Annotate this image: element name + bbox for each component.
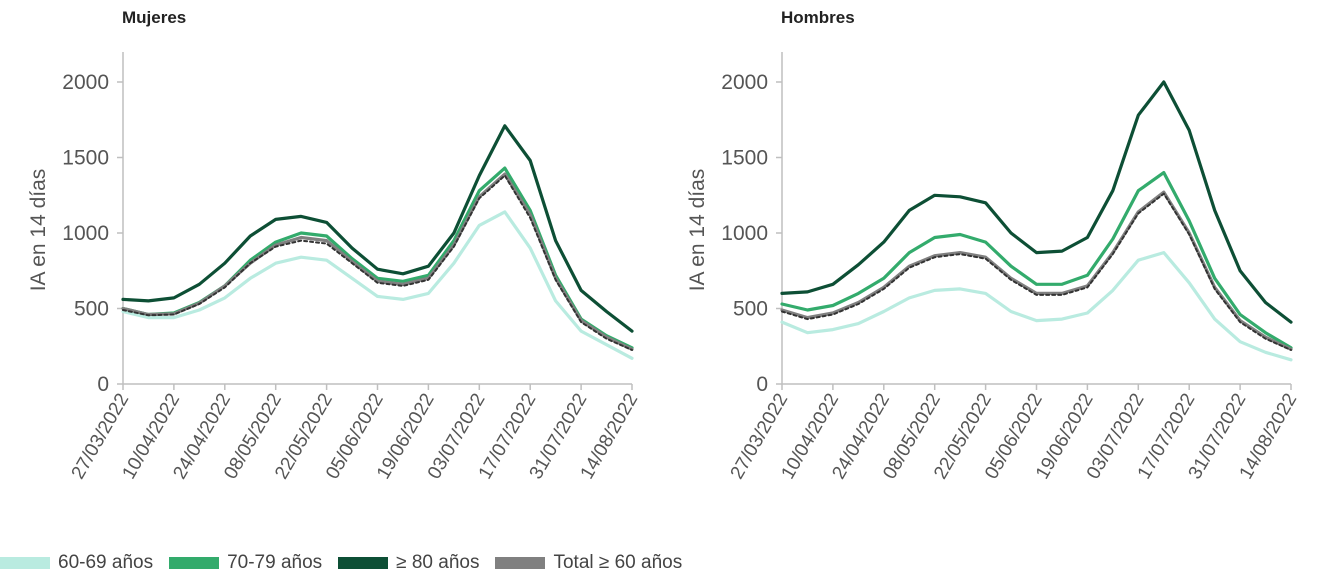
legend-swatch-total (495, 557, 546, 569)
series-line-mujeres-60-69-a-os (121, 210, 634, 360)
legend-label-total: Total ≥ 60 años (553, 552, 683, 573)
series-line-hombres-70-79-a-os (780, 171, 1293, 350)
y-tick-label-hombres-0: 0 (756, 373, 768, 396)
legend-swatch-60-69 (0, 557, 50, 569)
legend-item-80-plus: ≥ 80 años (338, 552, 479, 574)
series-line-hombres-60-69-a-os (780, 251, 1293, 362)
legend-label-80-plus: ≥ 80 años (396, 552, 480, 573)
legend-swatch-80-plus (338, 557, 389, 569)
series-line-mujeres-70-79-a-os (121, 166, 634, 350)
legend-label-70-79: 70-79 años (227, 552, 323, 573)
legend-item-60-69: 60-69 años (0, 552, 153, 574)
legend-item-total: Total ≥ 60 años (495, 552, 682, 574)
panel-title-mujeres: Mujeres (122, 8, 187, 27)
y-tick-label-mujeres-0: 0 (97, 373, 109, 396)
series-line-mujeres--80-a-os (121, 124, 634, 333)
series-line-hombres-total-60-a-os (780, 190, 1293, 351)
legend-label-60-69: 60-69 años (58, 552, 154, 573)
y-tick-label-mujeres-2000: 2000 (62, 71, 109, 94)
legend: 60-69 años 70-79 años ≥ 80 años Total ≥ … (0, 550, 698, 576)
y-tick-label-hombres-2000: 2000 (721, 71, 768, 94)
y-tick-label-hombres-1000: 1000 (721, 222, 768, 245)
legend-item-70-79: 70-79 años (169, 552, 322, 574)
y-axis-title-hombres: IA en 14 días (686, 169, 709, 292)
y-axis-title-mujeres: IA en 14 días (27, 169, 50, 292)
series-line-hombres--80-a-os (780, 80, 1293, 324)
y-tick-label-hombres-1500: 1500 (721, 147, 768, 170)
y-tick-label-mujeres-1500: 1500 (62, 147, 109, 170)
panel-title-hombres: Hombres (781, 8, 855, 27)
y-tick-label-hombres-500: 500 (733, 298, 768, 321)
series-line-mujeres-total-60-a-os (121, 172, 634, 351)
series-line-hombres-dotted-reference (781, 192, 1292, 351)
y-tick-label-mujeres-500: 500 (74, 298, 109, 321)
series-line-mujeres-dotted-reference (122, 174, 633, 351)
legend-swatch-70-79 (169, 557, 220, 569)
y-tick-label-mujeres-1000: 1000 (62, 222, 109, 245)
